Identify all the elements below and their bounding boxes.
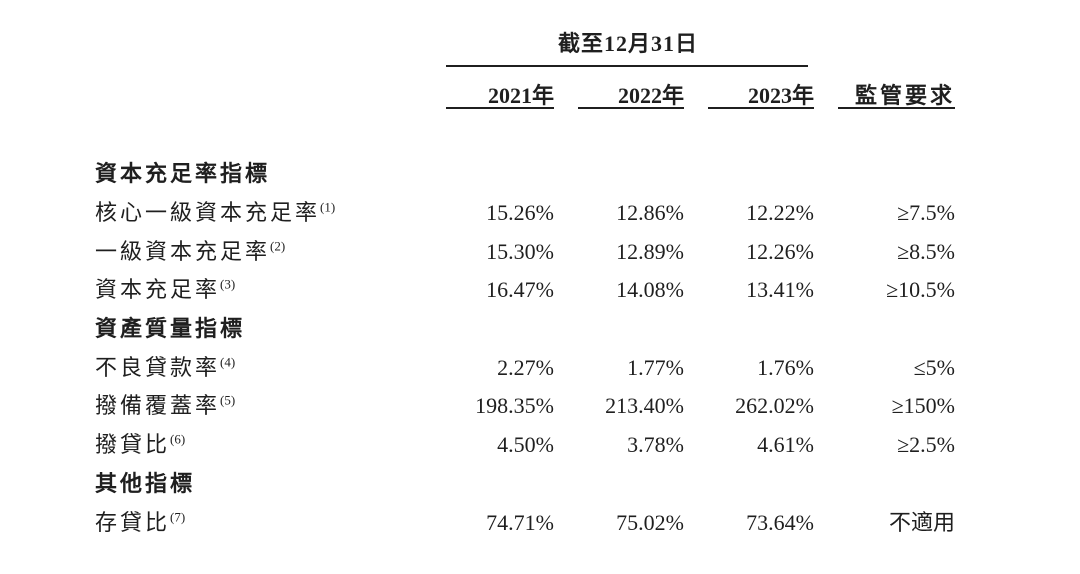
value-2021: 15.26% [486,200,554,226]
row-label-text: 資本充足率 [95,277,221,303]
value-2022: 12.89% [616,238,684,264]
value-2023: 4.61% [757,432,814,458]
date-spanner-rule [446,65,808,67]
section-title: 資產質量指標 [95,316,246,342]
table-row: 核心一級資本充足率(1) 15.26% 12.86% 12.22% ≥7.5% [95,194,955,233]
value-regulatory: ≤5% [913,354,955,380]
table-row: 不良貸款率(4) 2.27% 1.77% 1.76% ≤5% [95,348,955,387]
value-2021: 16.47% [486,277,554,303]
footnote-marker: (5) [220,393,236,409]
value-2023: 73.64% [746,509,814,535]
col-header-regulatory: 監管要求 [854,83,955,108]
table-row: 存貸比(7) 74.71% 75.02% 73.64% 不適用 [95,503,955,542]
value-regulatory: ≥10.5% [886,277,955,303]
column-rule-2021 [446,107,554,109]
row-label: 一級資本充足率(2) [95,239,446,265]
value-regulatory: ≥7.5% [897,200,955,226]
value-2022: 75.02% [616,509,684,535]
row-label: 資本充足率(3) [95,277,446,303]
row-label: 核心一級資本充足率(1) [95,200,446,226]
row-label: 撥備覆蓋率(5) [95,393,446,419]
table-row: 一級資本充足率(2) 15.30% 12.89% 12.26% ≥8.5% [95,232,955,271]
footnote-marker: (2) [270,238,286,254]
value-2022: 1.77% [627,354,684,380]
section-title: 資本充足率指標 [95,161,271,187]
section-header-row: 資本充足率指標 [95,155,955,194]
value-2021: 74.71% [486,509,554,535]
value-2021: 2.27% [497,354,554,380]
value-2021: 4.50% [497,432,554,458]
row-label-text: 一級資本充足率 [95,238,271,264]
footnote-marker: (3) [220,277,236,293]
col-header-2023: 2023年 [747,83,814,108]
table-row: 撥備覆蓋率(5) 198.35% 213.40% 262.02% ≥150% [95,387,955,426]
column-rule-2022 [578,107,684,109]
col-header-2022: 2022年 [617,83,684,108]
value-2023: 262.02% [735,393,814,419]
table-row: 撥貸比(6) 4.50% 3.78% 4.61% ≥2.5% [95,426,955,465]
section-header-row: 資產質量指標 [95,310,955,349]
column-rule-regulatory [838,107,955,109]
col-header-2021: 2021年 [487,83,554,108]
row-label-text: 撥貸比 [95,432,171,458]
value-2023: 13.41% [746,277,814,303]
table-row: 資本充足率(3) 16.47% 14.08% 13.41% ≥10.5% [95,271,955,310]
row-label-text: 存貸比 [95,509,171,535]
value-2022: 14.08% [616,277,684,303]
row-label-text: 不良貸款率 [95,354,221,380]
metrics-table-body: 資本充足率指標 核心一級資本充足率(1) 15.26% 12.86% 12.22… [95,155,955,542]
value-regulatory: ≥150% [891,393,955,419]
value-2023: 12.26% [746,238,814,264]
value-regulatory: ≥2.5% [897,432,955,458]
value-2023: 1.76% [757,354,814,380]
value-regulatory: 不適用 [888,509,955,535]
table-header-date-spanner: 截至12月31日 [557,31,698,56]
row-label-text: 撥備覆蓋率 [95,393,221,419]
section-title: 其他指標 [95,470,196,496]
footnote-marker: (1) [320,199,336,215]
value-2021: 198.35% [475,393,554,419]
row-label: 撥貸比(6) [95,432,446,458]
row-label: 存貸比(7) [95,510,446,536]
value-2023: 12.22% [746,200,814,226]
value-2021: 15.30% [486,238,554,264]
value-2022: 3.78% [627,432,684,458]
column-rule-2023 [708,107,814,109]
footnote-marker: (4) [220,354,236,370]
row-label: 不良貸款率(4) [95,355,446,381]
value-2022: 12.86% [616,200,684,226]
value-2022: 213.40% [605,393,684,419]
footnote-marker: (7) [170,509,186,525]
row-label-text: 核心一級資本充足率 [95,200,321,226]
section-header-row: 其他指標 [95,465,955,504]
footnote-marker: (6) [170,431,186,447]
value-regulatory: ≥8.5% [897,238,955,264]
